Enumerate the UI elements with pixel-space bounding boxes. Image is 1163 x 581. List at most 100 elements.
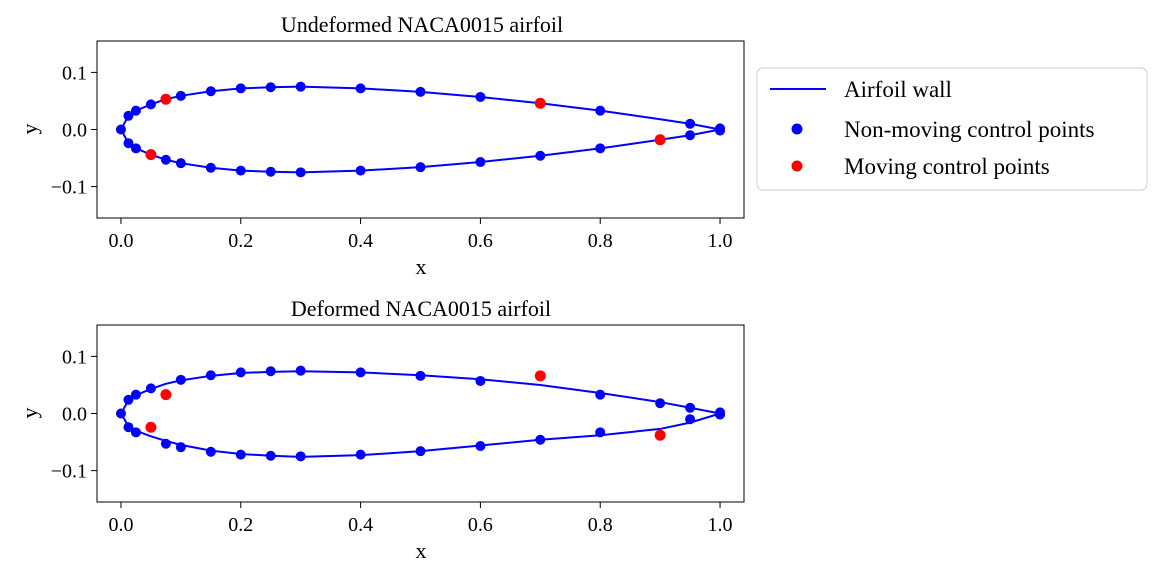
legend-label-fixed: Non-moving control points [844, 117, 1094, 142]
legend-frame [756, 67, 1148, 191]
series-line-airfoil-wall [119, 85, 721, 174]
fixed-control-point [205, 86, 216, 97]
fixed-control-point [685, 130, 696, 141]
fixed-control-point [265, 82, 276, 93]
x-tick-label: 0.4 [348, 514, 373, 536]
x-tick-label: 0.8 [588, 230, 613, 252]
fixed-control-point [235, 449, 246, 460]
fixed-control-point [535, 434, 546, 445]
y-axis-label: y [17, 124, 42, 135]
x-tick-label: 1.0 [708, 514, 733, 536]
y-tick-label: −0.1 [51, 177, 87, 199]
fixed-control-point [123, 110, 134, 121]
fixed-control-point [115, 124, 126, 135]
x-tick-label: 0.8 [588, 514, 613, 536]
fixed-control-point [205, 446, 216, 457]
x-tick-label: 0.6 [468, 230, 493, 252]
moving-control-point [160, 389, 172, 401]
fixed-control-point [415, 86, 426, 97]
fixed-control-point [235, 83, 246, 94]
fixed-control-point [235, 367, 246, 378]
fixed-control-point [265, 450, 276, 461]
x-tick-label: 0.4 [348, 230, 373, 252]
moving-control-point [534, 370, 546, 382]
legend-marker-fixed [791, 123, 803, 135]
legend-label-wall: Airfoil wall [844, 77, 952, 102]
fixed-control-point [715, 409, 726, 420]
y-tick-label: 0.0 [62, 404, 87, 426]
fixed-control-point [175, 442, 186, 453]
fixed-control-point [265, 366, 276, 377]
fixed-control-point [235, 165, 246, 176]
fixed-control-point [265, 166, 276, 177]
fixed-control-point [715, 125, 726, 136]
plot-frame [96, 40, 745, 219]
plot-title: Deformed NACA0015 airfoil [291, 296, 551, 321]
y-axis-label: y [17, 408, 42, 419]
plot-undeformed: Undeformed NACA0015 airfoil 0.0 0.2 0.4 0.6… [17, 12, 745, 279]
y-tick-label: 0.1 [62, 62, 87, 84]
x-tick-label: 0.2 [228, 514, 253, 536]
fixed-control-point [160, 154, 171, 165]
y-tick-label: −0.1 [51, 461, 87, 483]
fixed-control-point [295, 167, 306, 178]
fixed-control-point [123, 422, 134, 433]
fixed-control-point [355, 449, 366, 460]
ticks: 0.0 0.2 0.4 0.6 0.8 1.0 −0.1 0.0 0.1 [51, 346, 733, 536]
fixed-control-point [160, 438, 171, 449]
marks [115, 81, 726, 178]
moving-control-point [654, 429, 666, 441]
fixed-control-point [295, 81, 306, 92]
fixed-control-point [475, 157, 486, 168]
fixed-control-point [595, 389, 606, 400]
fixed-control-point [123, 394, 134, 405]
fixed-control-point [475, 91, 486, 102]
ticks: 0.0 0.2 0.4 0.6 0.8 1.0 −0.1 0.0 0.1 [51, 62, 733, 252]
x-tick-label: 0.2 [228, 230, 253, 252]
x-tick-label: 0.0 [108, 514, 133, 536]
plot-frame [96, 324, 745, 503]
x-tick-label: 0.6 [468, 514, 493, 536]
fixed-control-point [355, 165, 366, 176]
fixed-control-point [205, 162, 216, 173]
fixed-control-point [685, 414, 696, 425]
legend: Airfoil wall Non-moving control points M… [756, 67, 1148, 191]
fixed-control-point [475, 375, 486, 386]
x-tick-label: 0.0 [108, 230, 133, 252]
fixed-control-point [145, 99, 156, 110]
fixed-control-point [415, 162, 426, 173]
fixed-control-point [655, 398, 666, 409]
fixed-control-point [685, 118, 696, 129]
fixed-control-point [205, 370, 216, 381]
moving-control-point [145, 421, 157, 433]
fixed-control-point [123, 138, 134, 149]
moving-control-point [534, 97, 546, 109]
fixed-control-point [415, 446, 426, 457]
y-tick-label: 0.0 [62, 120, 87, 142]
moving-control-point [654, 134, 666, 146]
fixed-control-point [175, 90, 186, 101]
fixed-control-point [475, 441, 486, 452]
fixed-control-point [130, 105, 141, 116]
plot-title: Undeformed NACA0015 airfoil [281, 12, 563, 37]
fixed-control-point [535, 150, 546, 161]
x-tick-label: 1.0 [708, 230, 733, 252]
moving-control-point [145, 149, 157, 161]
fixed-control-point [595, 143, 606, 154]
legend-label-moving: Moving control points [844, 154, 1050, 179]
fixed-control-point [685, 402, 696, 413]
fixed-control-point [130, 143, 141, 154]
y-tick-label: 0.1 [62, 346, 87, 368]
fixed-control-point [130, 389, 141, 400]
fixed-control-point [145, 383, 156, 394]
fixed-control-point [130, 427, 141, 438]
x-axis-label: x [416, 538, 427, 563]
fixed-control-point [595, 105, 606, 116]
fixed-control-point [355, 83, 366, 94]
fixed-control-point [295, 451, 306, 462]
x-axis-label: x [416, 254, 427, 279]
fixed-control-point [295, 365, 306, 376]
fixed-control-point [595, 427, 606, 438]
fixed-control-point [175, 158, 186, 169]
